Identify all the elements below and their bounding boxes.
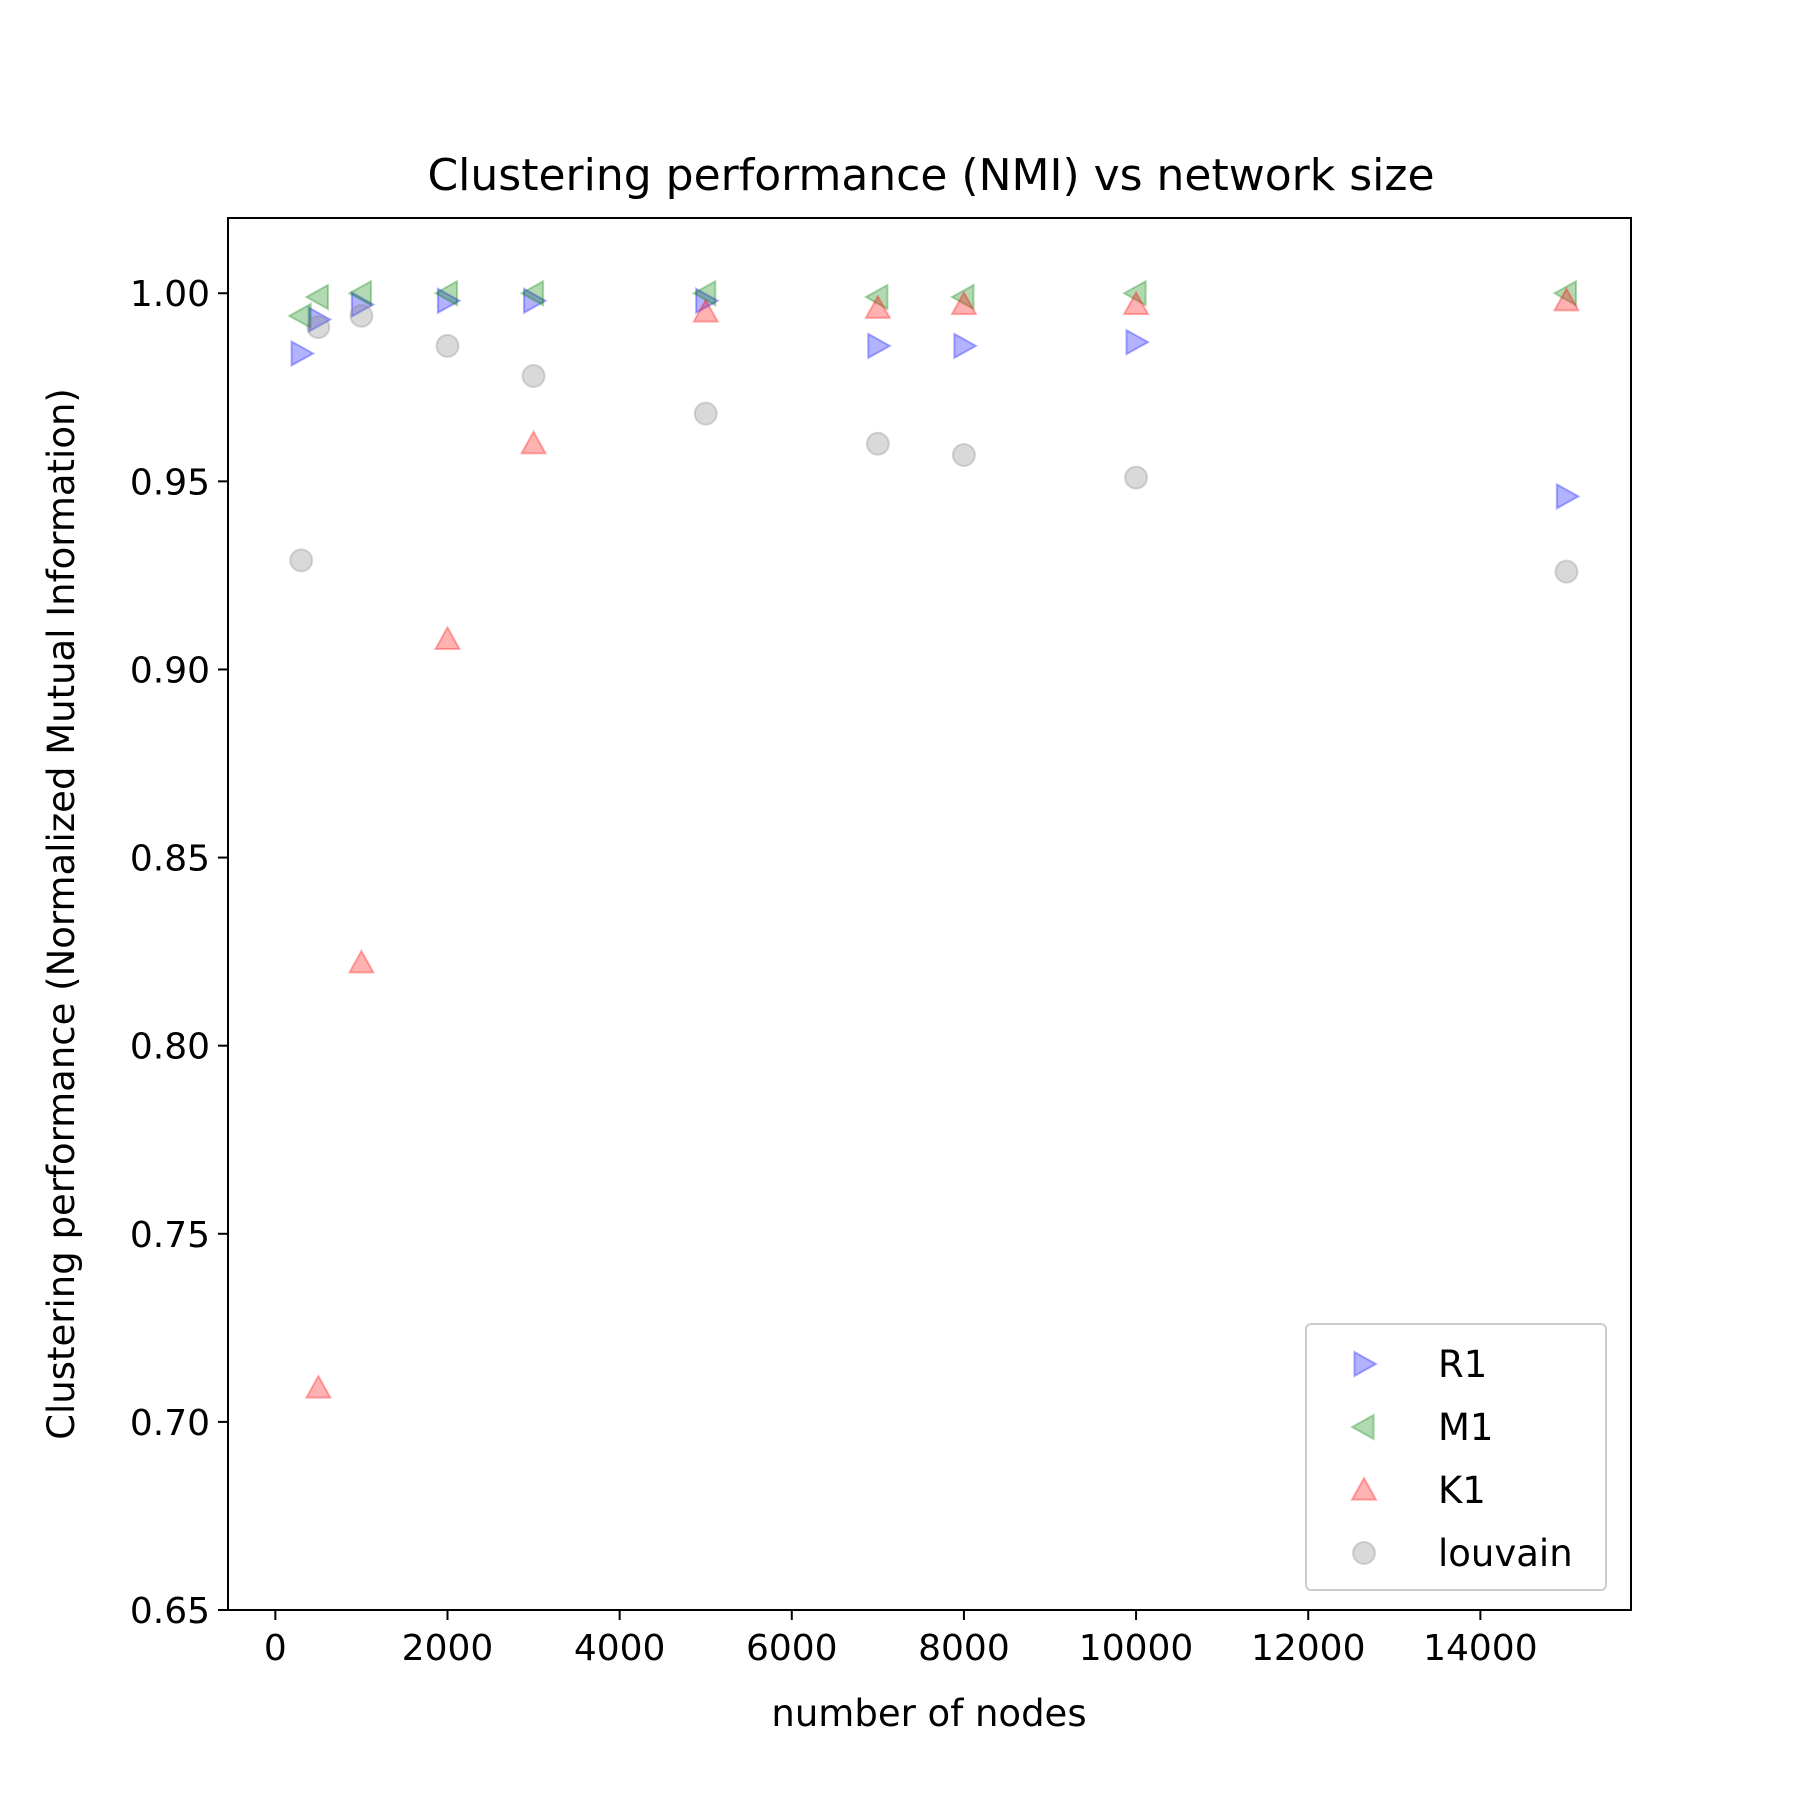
- chart-title: Clustering performance (NMI) vs network …: [427, 150, 1434, 201]
- point-k1-0: [304, 1373, 333, 1399]
- x-tick-label: 10000: [1079, 1628, 1194, 1669]
- point-m1-5: [691, 279, 717, 307]
- point-k1-2: [433, 625, 462, 650]
- point-m1-1: [304, 283, 329, 311]
- point-m1-2: [347, 279, 373, 307]
- point-louvain-7: [951, 443, 976, 468]
- y-tick-label: 0.70: [130, 1403, 210, 1444]
- x-tick-label: 4000: [574, 1628, 666, 1669]
- point-louvain-9: [1554, 559, 1579, 584]
- point-r1-3: [436, 287, 462, 315]
- point-m1-6: [863, 283, 889, 311]
- point-r1-4: [522, 287, 548, 315]
- legend-marker-r1: [1353, 1350, 1379, 1378]
- point-k1-8: [1552, 286, 1581, 312]
- legend-box: [1305, 1323, 1607, 1591]
- point-k1-6: [950, 290, 978, 316]
- y-axis: 0.65 0.70 0.75 0.80 0.85 0.90 0.95 1.00: [130, 274, 228, 1632]
- point-louvain-4: [521, 364, 546, 389]
- legend-marker-m1: [1349, 1413, 1375, 1441]
- point-k1-4: [692, 297, 720, 323]
- x-tick-label: 12000: [1251, 1628, 1366, 1669]
- point-m1-7: [949, 283, 975, 311]
- y-tick-label: 0.85: [130, 839, 210, 880]
- point-r1-1: [307, 305, 333, 334]
- y-tick-label: 0.95: [130, 462, 210, 503]
- point-r1-2: [350, 290, 376, 319]
- x-tick-label: 6000: [746, 1628, 838, 1669]
- legend-marker-louvain: [1352, 1541, 1376, 1565]
- series-m1: [287, 279, 1578, 330]
- point-r1-5: [695, 287, 720, 315]
- legend-label-m1: M1: [1438, 1406, 1493, 1449]
- legend-label-louvain: louvain: [1438, 1532, 1573, 1575]
- point-louvain-3: [435, 333, 460, 358]
- point-m1-8: [1122, 279, 1147, 307]
- x-axis: 0 2000 4000 6000 8000 10000 12000 14000: [264, 1610, 1538, 1669]
- point-k1-7: [1122, 290, 1150, 316]
- point-m1-4: [519, 279, 545, 307]
- point-louvain-0: [289, 548, 314, 573]
- point-m1-0: [287, 302, 312, 330]
- y-tick-label: 1.00: [130, 274, 210, 315]
- x-tick-label: 2000: [402, 1628, 494, 1669]
- point-k1-1: [347, 948, 376, 974]
- y-tick-label: 0.80: [130, 1027, 210, 1068]
- y-tick-label: 0.75: [130, 1215, 210, 1256]
- legend: R1 M1 K1 louvain: [1305, 1323, 1607, 1591]
- point-r1-9: [1555, 482, 1581, 511]
- point-m1-9: [1552, 279, 1578, 307]
- y-tick-label: 0.90: [130, 650, 210, 691]
- point-k1-5: [864, 294, 892, 319]
- y-axis-label: Clustering performance (Normalized Mutua…: [40, 388, 83, 1440]
- series-r1: [290, 287, 1581, 511]
- point-louvain-1: [306, 315, 331, 340]
- x-tick-label: 14000: [1423, 1628, 1538, 1669]
- series-louvain: [289, 303, 1579, 584]
- point-louvain-2: [349, 303, 374, 328]
- point-r1-8: [1125, 328, 1151, 356]
- legend-label-r1: R1: [1438, 1343, 1487, 1386]
- legend-marker-k1: [1350, 1475, 1378, 1501]
- x-tick-label: 8000: [918, 1628, 1010, 1669]
- plot-frame: [227, 217, 1632, 1611]
- point-louvain-5: [693, 401, 718, 426]
- y-tick-label: 0.65: [130, 1591, 210, 1632]
- point-k1-3: [519, 429, 548, 455]
- point-r1-6: [867, 332, 892, 360]
- point-r1-7: [953, 332, 978, 360]
- point-m1-3: [433, 279, 459, 307]
- x-tick-label: 0: [264, 1628, 287, 1669]
- legend-label-k1: K1: [1438, 1469, 1486, 1512]
- point-louvain-8: [1124, 465, 1149, 490]
- series-k1: [304, 286, 1581, 1399]
- plot-area: [287, 279, 1581, 1399]
- x-axis-label: number of nodes: [771, 1692, 1086, 1735]
- point-r1-0: [290, 339, 316, 368]
- point-louvain-6: [865, 431, 890, 456]
